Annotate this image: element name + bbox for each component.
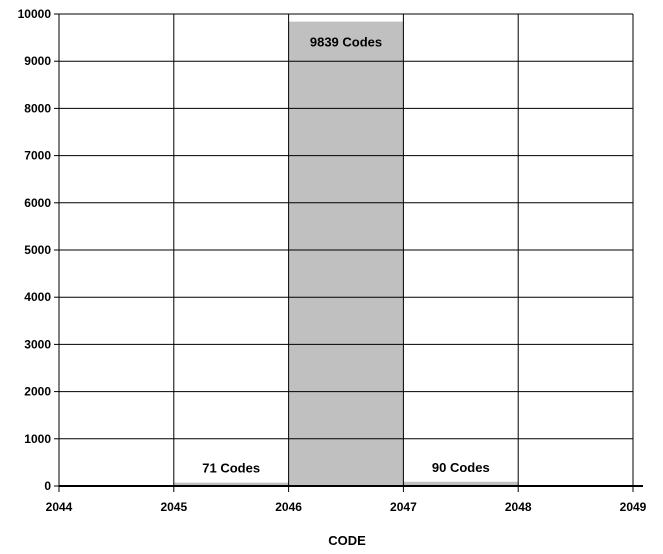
- bar-label-0: 71 Codes: [202, 461, 260, 476]
- x-axis-label: CODE: [328, 533, 366, 548]
- bar-0: [173, 482, 289, 486]
- y-tick-label-9: 9000: [24, 54, 51, 68]
- y-tick-label-0: 0: [44, 479, 51, 493]
- x-tick-label-2: 2046: [275, 500, 302, 514]
- y-tick-label-10: 10000: [18, 7, 52, 21]
- x-tick-label-3: 2047: [390, 500, 417, 514]
- y-tick-label-3: 3000: [24, 337, 51, 351]
- x-tick-label-4: 2048: [505, 500, 532, 514]
- bar-label-2: 90 Codes: [432, 460, 490, 475]
- bar-2: [403, 481, 519, 486]
- x-tick-label-5: 2049: [620, 500, 647, 514]
- bars-layer: [173, 21, 519, 486]
- axis-layer: [54, 13, 643, 492]
- y-tick-label-7: 7000: [24, 149, 51, 163]
- grid-layer: [59, 13, 634, 486]
- y-tick-label-8: 8000: [24, 101, 51, 115]
- labels-layer: 0 1000 2000 3000 4000 5000 6000 7000 8000 9000 100…: [18, 7, 647, 514]
- bar-label-1: 9839 Codes: [310, 35, 382, 50]
- y-tick-label-6: 6000: [24, 196, 51, 210]
- x-tick-label-0: 2044: [46, 500, 73, 514]
- bar-1: [288, 21, 404, 486]
- y-tick-label-5: 5000: [24, 243, 51, 257]
- y-tick-label-2: 2000: [24, 385, 51, 399]
- y-tick-label-4: 4000: [24, 290, 51, 304]
- x-tick-label-1: 2045: [160, 500, 187, 514]
- y-tick-label-1: 1000: [24, 432, 51, 446]
